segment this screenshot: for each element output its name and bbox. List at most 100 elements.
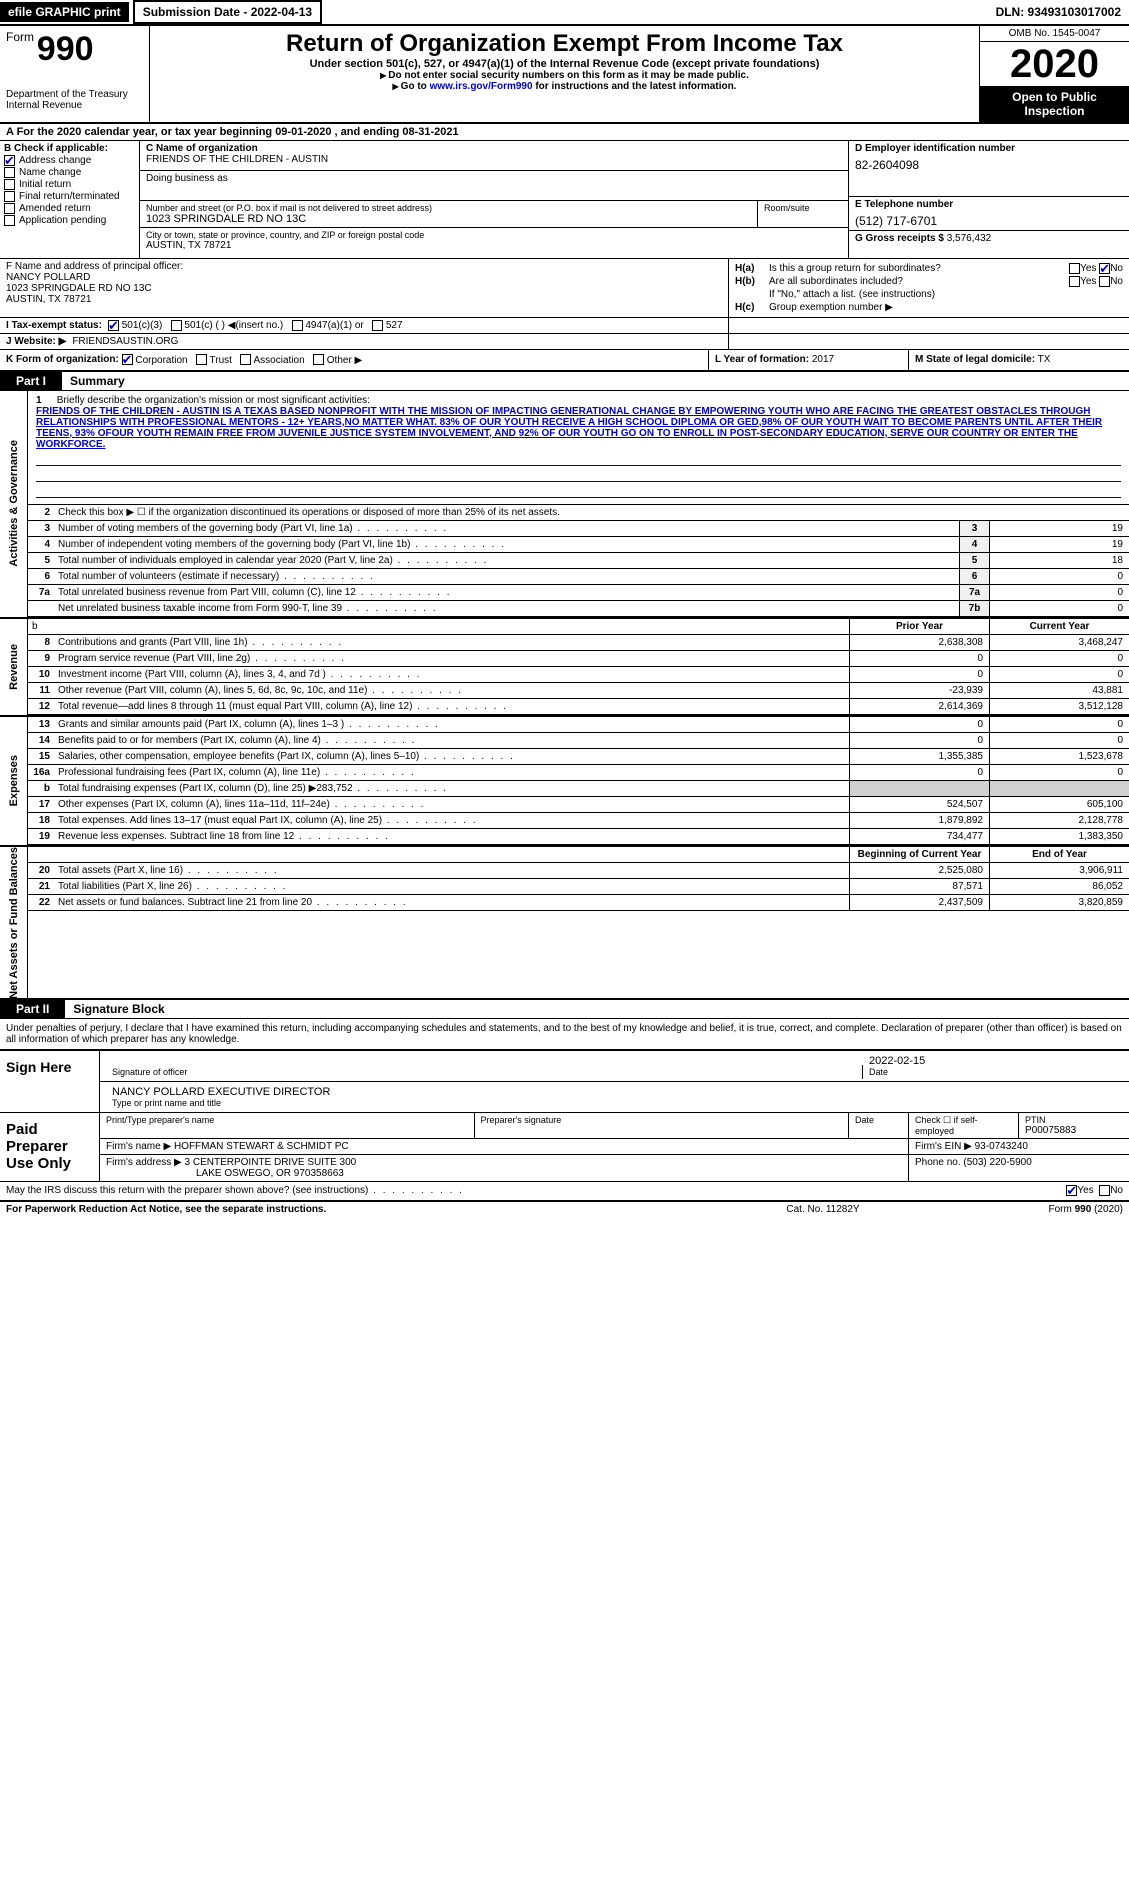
address-row: Number and street (or P.O. box if mail i… [140, 201, 848, 228]
sign-here-block: Sign Here Signature of officer 2022-02-1… [0, 1051, 1129, 1113]
org-form-opt[interactable] [313, 354, 324, 365]
net-line-21: 21 Total liabilities (Part X, line 26) 8… [28, 879, 1129, 895]
header-right: OMB No. 1545-0047 2020 Open to Public In… [979, 26, 1129, 122]
part1-header: Part I Summary [0, 372, 1129, 391]
org-form-opt[interactable] [240, 354, 251, 365]
tax-status-opt[interactable] [372, 320, 383, 331]
officer-name-title: NANCY POLLARD EXECUTIVE DIRECTOR [112, 1086, 1117, 1098]
gov-line-4: 4 Number of independent voting members o… [28, 537, 1129, 553]
officer-name: NANCY POLLARD [6, 272, 722, 283]
gov-line-7a: 7a Total unrelated business revenue from… [28, 585, 1129, 601]
dept-treasury: Department of the Treasury Internal Reve… [6, 89, 143, 111]
exp-line-14: 14 Benefits paid to or for members (Part… [28, 733, 1129, 749]
may-yesno: Yes No [1066, 1185, 1123, 1196]
form-title: Return of Organization Exempt From Incom… [156, 30, 973, 58]
top-bar: efile GRAPHIC print Submission Date - 20… [0, 0, 1129, 26]
footer: For Paperwork Reduction Act Notice, see … [0, 1201, 1129, 1217]
telephone: (512) 717-6701 [855, 210, 1123, 228]
form-word: Form [6, 30, 34, 44]
row-klm: K Form of organization: Corporation Trus… [0, 350, 1129, 371]
col-d-ein: D Employer identification number 82-2604… [849, 141, 1129, 258]
dba-row: Doing business as [140, 171, 848, 201]
header-center: Return of Organization Exempt From Incom… [150, 26, 979, 122]
col-b-header: B Check if applicable: [4, 143, 135, 154]
firm-ein: 93-0743240 [975, 1141, 1028, 1152]
state-domicile: TX [1038, 354, 1051, 365]
checkbox-address-change[interactable]: Address change [4, 155, 135, 166]
col-b-checkboxes: B Check if applicable: Address changeNam… [0, 141, 140, 258]
vtab-net-assets: Net Assets or Fund Balances [8, 847, 20, 999]
website-value: FRIENDSAUSTIN.ORG [72, 336, 178, 347]
org-address: 1023 SPRINGDALE RD NO 13C [146, 213, 751, 225]
org-city: AUSTIN, TX 78721 [146, 240, 842, 251]
section-bcd: B Check if applicable: Address changeNam… [0, 141, 1129, 259]
org-form-opt[interactable] [196, 354, 207, 365]
ptin-value: P00075883 [1025, 1125, 1123, 1136]
section-fh: F Name and address of principal officer:… [0, 259, 1129, 318]
ein-value: 82-2604098 [855, 154, 1123, 172]
row-i-tax-status: I Tax-exempt status: 501(c)(3) 501(c) ( … [0, 318, 1129, 334]
checkbox-name-change[interactable]: Name change [4, 167, 135, 178]
activities-governance: Activities & Governance 1 Briefly descri… [0, 391, 1129, 619]
paid-preparer-block: Paid Preparer Use Only Print/Type prepar… [0, 1113, 1129, 1182]
exp-line-15: 15 Salaries, other compensation, employe… [28, 749, 1129, 765]
gross-receipts: 3,576,432 [947, 233, 992, 244]
tax-year: 2020 [980, 42, 1129, 86]
form-number: 990 [37, 30, 94, 68]
mission-block: 1 Briefly describe the organization's mi… [28, 391, 1129, 505]
irs-link[interactable]: www.irs.gov/Form990 [430, 81, 533, 92]
ssn-warning: Do not enter social security numbers on … [156, 70, 973, 81]
tax-status-opt[interactable] [108, 320, 119, 331]
checkbox-application-pending[interactable]: Application pending [4, 215, 135, 226]
public-inspection: Open to Public Inspection [980, 86, 1129, 122]
gov-line-3: 3 Number of voting members of the govern… [28, 521, 1129, 537]
revenue-section: Revenue b Prior Year Current Year 8 Cont… [0, 619, 1129, 717]
may-discuss-row: May the IRS discuss this return with the… [0, 1182, 1129, 1200]
row-a-tax-year: A For the 2020 calendar year, or tax yea… [0, 124, 1129, 141]
omb-number: OMB No. 1545-0047 [980, 26, 1129, 42]
gov-line-6: 6 Total number of volunteers (estimate i… [28, 569, 1129, 585]
hb-yesno: Yes No [1069, 276, 1123, 287]
mission-text: FRIENDS OF THE CHILDREN - AUSTIN IS A TE… [36, 406, 1102, 450]
form-header: Form 990 Department of the Treasury Inte… [0, 26, 1129, 124]
exp-line-17: 17 Other expenses (Part IX, column (A), … [28, 797, 1129, 813]
submission-date: Submission Date - 2022-04-13 [133, 0, 322, 24]
exp-line-13: 13 Grants and similar amounts paid (Part… [28, 717, 1129, 733]
firm-name: HOFFMAN STEWART & SCHMIDT PC [174, 1141, 349, 1152]
gov-line-7b: Net unrelated business taxable income fr… [28, 601, 1129, 617]
line-2: 2 Check this box ▶ ☐ if the organization… [28, 505, 1129, 521]
penalties-text: Under penalties of perjury, I declare th… [0, 1019, 1129, 1051]
org-name-row: C Name of organization FRIENDS OF THE CH… [140, 141, 848, 171]
sign-date: 2022-02-15 [869, 1055, 1117, 1067]
net-line-20: 20 Total assets (Part X, line 16) 2,525,… [28, 863, 1129, 879]
org-form-opt[interactable] [122, 354, 133, 365]
city-row: City or town, state or province, country… [140, 228, 848, 258]
tax-status-opt[interactable] [171, 320, 182, 331]
revenue-header: b Prior Year Current Year [28, 619, 1129, 635]
rev-line-11: 11 Other revenue (Part VIII, column (A),… [28, 683, 1129, 699]
rev-line-12: 12 Total revenue—add lines 8 through 11 … [28, 699, 1129, 715]
header-left: Form 990 Department of the Treasury Inte… [0, 26, 150, 122]
rev-line-10: 10 Investment income (Part VIII, column … [28, 667, 1129, 683]
rev-line-9: 9 Program service revenue (Part VIII, li… [28, 651, 1129, 667]
part2-header: Part II Signature Block [0, 1000, 1129, 1019]
row-j-website: J Website: ▶ FRIENDSAUSTIN.ORG [0, 334, 1129, 350]
year-formation: 2017 [812, 354, 834, 365]
tax-status-opt[interactable] [292, 320, 303, 331]
expenses-section: Expenses 13 Grants and similar amounts p… [0, 717, 1129, 847]
gov-line-5: 5 Total number of individuals employed i… [28, 553, 1129, 569]
exp-line-19: 19 Revenue less expenses. Subtract line … [28, 829, 1129, 845]
rev-line-8: 8 Contributions and grants (Part VIII, l… [28, 635, 1129, 651]
dln: DLN: 93493103017002 [996, 5, 1129, 19]
form-subtitle: Under section 501(c), 527, or 4947(a)(1)… [156, 58, 973, 70]
exp-line-18: 18 Total expenses. Add lines 13–17 (must… [28, 813, 1129, 829]
vtab-governance: Activities & Governance [8, 440, 20, 567]
col-h-group: H(a) Is this a group return for subordin… [729, 259, 1129, 317]
checkbox-amended-return[interactable]: Amended return [4, 203, 135, 214]
ha-yesno: Yes No [1069, 263, 1123, 274]
org-name: FRIENDS OF THE CHILDREN - AUSTIN [146, 154, 842, 165]
form-footer: Form 990 (2020) [923, 1204, 1123, 1215]
checkbox-initial-return[interactable]: Initial return [4, 179, 135, 190]
goto-line: Go to www.irs.gov/Form990 for instructio… [156, 81, 973, 92]
checkbox-final-return-terminated[interactable]: Final return/terminated [4, 191, 135, 202]
